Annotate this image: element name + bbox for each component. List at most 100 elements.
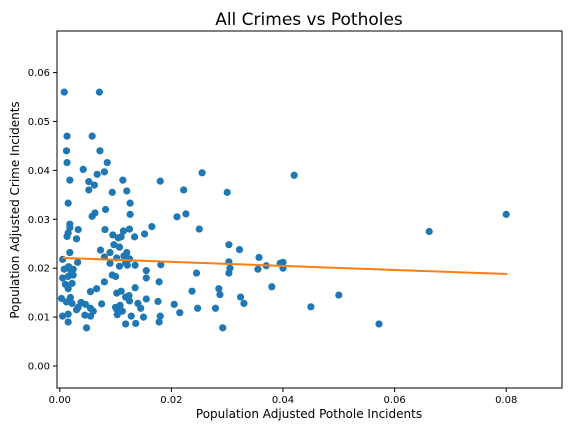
x-tick-label: 0.08	[495, 395, 517, 406]
data-point	[96, 147, 104, 155]
y-tick-label: 0.04	[28, 166, 50, 177]
y-tick-label: 0.01	[28, 313, 50, 324]
data-point	[118, 307, 126, 315]
data-point	[335, 291, 343, 299]
data-points	[57, 88, 510, 332]
data-point	[117, 233, 125, 241]
data-point	[119, 227, 128, 235]
chart-title: All Crimes vs Potholes	[215, 10, 403, 30]
data-point	[117, 287, 125, 295]
data-point	[96, 246, 105, 254]
data-point	[88, 212, 96, 220]
data-point	[81, 311, 89, 319]
data-point	[62, 147, 71, 155]
data-point	[66, 176, 74, 184]
data-point	[225, 269, 233, 277]
data-point	[74, 303, 82, 311]
data-point	[123, 187, 131, 195]
data-point	[106, 248, 114, 257]
data-point	[156, 312, 164, 320]
data-point	[215, 285, 223, 293]
data-point	[57, 294, 66, 303]
data-point	[93, 285, 101, 293]
y-tick-label: 0.03	[28, 215, 50, 226]
data-point	[194, 304, 202, 312]
data-point	[63, 132, 71, 140]
data-point	[110, 241, 118, 249]
data-point	[108, 188, 116, 196]
data-point	[74, 258, 82, 266]
data-point	[100, 168, 109, 176]
data-point	[425, 227, 433, 236]
data-point	[225, 241, 233, 249]
data-point	[142, 274, 150, 282]
data-point	[125, 225, 134, 233]
data-point	[223, 188, 231, 196]
y-tick-label: 0.05	[28, 117, 50, 128]
x-tick-label: 0.04	[272, 395, 294, 406]
data-point	[240, 299, 248, 307]
data-point	[64, 285, 72, 293]
data-point	[69, 265, 77, 273]
data-point	[132, 319, 140, 328]
x-tick-label: 0.02	[160, 395, 182, 406]
data-point	[63, 158, 71, 167]
data-point	[131, 261, 139, 269]
data-point	[156, 177, 164, 185]
data-point	[88, 132, 96, 140]
data-point	[68, 279, 76, 287]
data-point	[74, 225, 82, 234]
data-point	[86, 312, 95, 320]
data-point	[180, 186, 188, 194]
data-point	[106, 259, 114, 267]
data-point	[137, 304, 145, 312]
data-point	[123, 261, 131, 269]
data-point	[66, 248, 74, 257]
y-axis-label: Population Adjusted Crime Incidents	[8, 101, 22, 318]
data-point	[101, 225, 109, 234]
data-point	[307, 303, 315, 311]
data-point	[502, 210, 510, 218]
data-point	[211, 304, 220, 312]
data-point	[155, 278, 163, 286]
data-point	[375, 320, 383, 328]
data-point	[236, 293, 245, 301]
data-point	[127, 312, 135, 320]
data-point	[122, 320, 130, 328]
data-point	[157, 261, 165, 269]
x-tick-label: 0.06	[383, 395, 405, 406]
data-point	[125, 291, 133, 300]
data-point	[113, 305, 121, 313]
data-point	[111, 272, 120, 281]
data-point	[155, 318, 163, 326]
data-point	[198, 169, 206, 177]
data-point	[182, 210, 190, 218]
data-point	[126, 199, 134, 207]
trend-line	[62, 256, 508, 276]
x-tick-label: 0.00	[49, 395, 71, 406]
data-point	[100, 278, 109, 286]
data-point	[142, 295, 150, 303]
data-point	[173, 213, 181, 221]
data-point	[90, 181, 98, 189]
data-point	[72, 235, 81, 243]
y-tick-label: 0.06	[28, 68, 50, 79]
data-point	[119, 176, 127, 184]
data-point	[58, 312, 67, 320]
plot-frame	[56, 30, 563, 389]
data-point	[64, 310, 72, 318]
data-point	[81, 300, 90, 308]
data-point	[235, 246, 244, 254]
data-point	[148, 223, 156, 231]
data-point	[188, 287, 196, 295]
data-point	[93, 170, 101, 178]
data-point	[85, 178, 93, 186]
data-point	[120, 252, 128, 260]
data-point	[85, 186, 93, 194]
data-point	[62, 298, 71, 306]
data-point	[279, 258, 287, 266]
data-point	[109, 231, 117, 239]
data-point	[176, 309, 184, 317]
data-point	[63, 232, 71, 240]
data-point	[154, 297, 162, 306]
